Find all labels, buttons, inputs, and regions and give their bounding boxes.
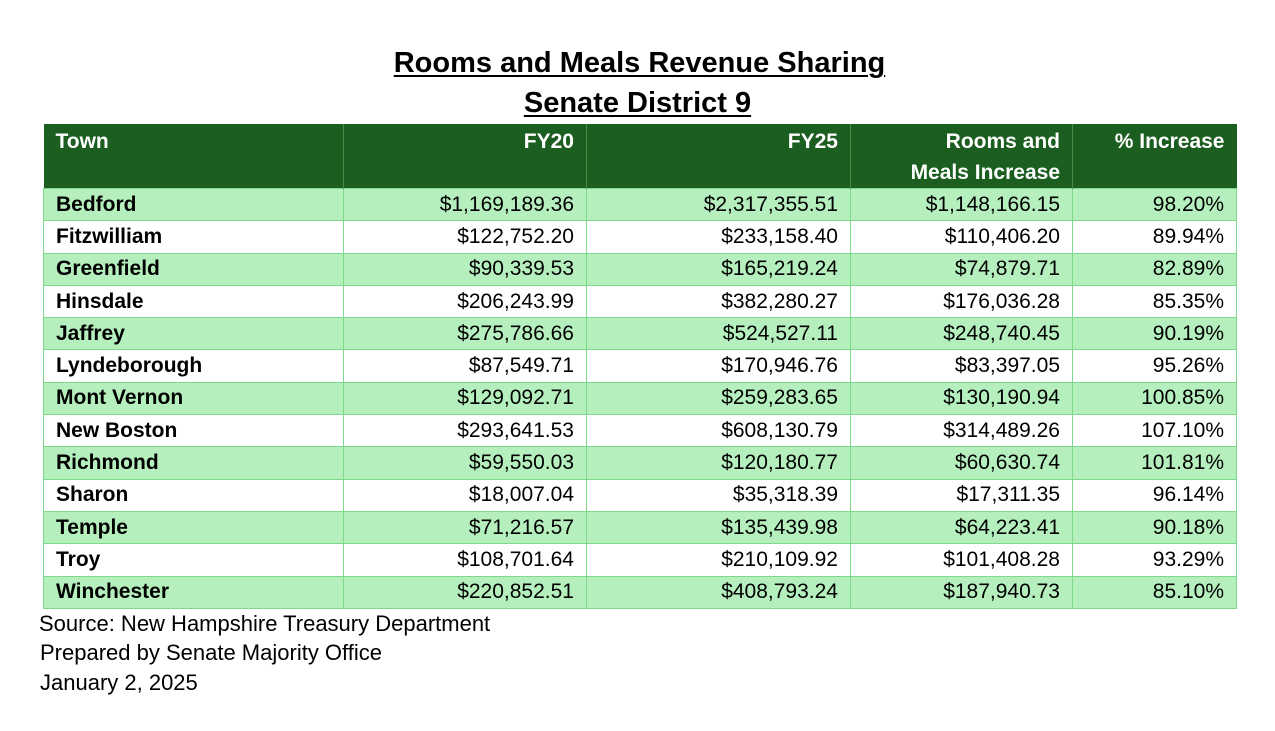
header-increase-line1: Rooms and bbox=[945, 130, 1060, 153]
footer-date: January 2, 2025 bbox=[40, 670, 198, 695]
header-row: Town FY20 FY25 Rooms and Meals Increase … bbox=[43, 124, 1237, 189]
cell-increase: $101,408.28 bbox=[850, 543, 1073, 577]
table-row: Winchester $220,852.51 $408,793.24 $187,… bbox=[43, 575, 1237, 609]
title-line-1: Rooms and Meals Revenue Sharing bbox=[393, 47, 886, 79]
cell-town: Bedford bbox=[43, 187, 344, 222]
table-row: Jaffrey $275,786.66 $524,527.11 $248,740… bbox=[43, 317, 1237, 351]
cell-pct: 100.85% bbox=[1072, 381, 1237, 416]
cell-fy20: $129,092.71 bbox=[343, 381, 587, 416]
footer-prepared-by: Prepared by Senate Majority Office bbox=[40, 640, 382, 665]
cell-town: Fitzwilliam bbox=[43, 220, 344, 254]
cell-town: Troy bbox=[43, 543, 344, 577]
table-row: Temple $71,216.57 $135,439.98 $64,223.41… bbox=[43, 510, 1237, 545]
cell-pct: 93.29% bbox=[1072, 543, 1237, 577]
table-body: Bedford $1,169,189.36 $2,317,355.51 $1,1… bbox=[43, 187, 1237, 609]
cell-pct: 98.20% bbox=[1072, 187, 1237, 222]
cell-fy20: $59,550.03 bbox=[343, 446, 587, 480]
table-header: Town FY20 FY25 Rooms and Meals Increase … bbox=[43, 124, 1237, 189]
cell-fy20: $18,007.04 bbox=[343, 478, 587, 512]
cell-fy25: $233,158.40 bbox=[586, 220, 851, 254]
cell-fy25: $259,283.65 bbox=[586, 381, 851, 416]
cell-increase: $74,879.71 bbox=[850, 252, 1073, 286]
cell-town: New Boston bbox=[43, 414, 344, 448]
cell-increase: $64,223.41 bbox=[850, 510, 1073, 545]
cell-fy20: $108,701.64 bbox=[343, 543, 587, 577]
cell-fy20: $293,641.53 bbox=[343, 414, 587, 448]
table-row: Mont Vernon $129,092.71 $259,283.65 $130… bbox=[43, 381, 1237, 416]
cell-pct: 95.26% bbox=[1072, 349, 1237, 383]
revenue-table: Town FY20 FY25 Rooms and Meals Increase … bbox=[43, 124, 1237, 609]
cell-increase: $1,148,166.15 bbox=[850, 187, 1073, 222]
cell-fy20: $87,549.71 bbox=[343, 349, 587, 383]
table-row: Bedford $1,169,189.36 $2,317,355.51 $1,1… bbox=[43, 187, 1237, 222]
cell-increase: $130,190.94 bbox=[850, 381, 1073, 416]
cell-town: Lyndeborough bbox=[43, 349, 344, 383]
table-row: Fitzwilliam $122,752.20 $233,158.40 $110… bbox=[43, 220, 1237, 254]
cell-fy20: $71,216.57 bbox=[343, 510, 587, 545]
cell-pct: 85.10% bbox=[1072, 575, 1237, 609]
table-row: New Boston $293,641.53 $608,130.79 $314,… bbox=[43, 414, 1237, 448]
cell-fy25: $135,439.98 bbox=[586, 510, 851, 545]
header-pct: % Increase bbox=[1114, 130, 1225, 153]
cell-town: Temple bbox=[43, 510, 344, 545]
cell-increase: $60,630.74 bbox=[850, 446, 1073, 480]
table-row: Richmond $59,550.03 $120,180.77 $60,630.… bbox=[43, 446, 1237, 480]
cell-fy20: $122,752.20 bbox=[343, 220, 587, 254]
header-increase: Rooms and Meals Increase bbox=[850, 124, 1073, 189]
cell-pct: 89.94% bbox=[1072, 220, 1237, 254]
table-row: Lyndeborough $87,549.71 $170,946.76 $83,… bbox=[43, 349, 1237, 383]
footer-source: Source: New Hampshire Treasury Departmen… bbox=[39, 611, 491, 636]
cell-fy20: $90,339.53 bbox=[343, 252, 587, 286]
table-row: Hinsdale $206,243.99 $382,280.27 $176,03… bbox=[43, 284, 1237, 319]
cell-fy20: $1,169,189.36 bbox=[343, 187, 587, 222]
table-row: Greenfield $90,339.53 $165,219.24 $74,87… bbox=[43, 252, 1237, 286]
table-row: Troy $108,701.64 $210,109.92 $101,408.28… bbox=[43, 543, 1237, 577]
cell-increase: $17,311.35 bbox=[850, 478, 1073, 512]
cell-fy25: $35,318.39 bbox=[586, 478, 851, 512]
cell-fy25: $608,130.79 bbox=[586, 414, 851, 448]
table-row: Sharon $18,007.04 $35,318.39 $17,311.35 … bbox=[43, 478, 1237, 512]
title-line-2: Senate District 9 bbox=[523, 87, 752, 119]
cell-increase: $187,940.73 bbox=[850, 575, 1073, 609]
cell-fy25: $210,109.92 bbox=[586, 543, 851, 577]
cell-fy25: $524,527.11 bbox=[586, 317, 851, 351]
header-fy20: FY20 bbox=[343, 124, 587, 189]
cell-fy25: $170,946.76 bbox=[586, 349, 851, 383]
cell-pct: 85.35% bbox=[1072, 284, 1237, 319]
cell-town: Richmond bbox=[43, 446, 344, 480]
cell-fy20: $206,243.99 bbox=[343, 284, 587, 319]
cell-increase: $176,036.28 bbox=[850, 284, 1073, 319]
cell-town: Greenfield bbox=[43, 252, 344, 286]
cell-increase: $248,740.45 bbox=[850, 317, 1073, 351]
header-fy25: FY25 bbox=[586, 124, 851, 189]
cell-pct: 90.19% bbox=[1072, 317, 1237, 351]
cell-fy25: $408,793.24 bbox=[586, 575, 851, 609]
header-town: Town bbox=[43, 124, 344, 189]
cell-increase: $83,397.05 bbox=[850, 349, 1073, 383]
cell-fy20: $275,786.66 bbox=[343, 317, 587, 351]
cell-fy25: $382,280.27 bbox=[586, 284, 851, 319]
cell-fy25: $165,219.24 bbox=[586, 252, 851, 286]
cell-pct: 82.89% bbox=[1072, 252, 1237, 286]
cell-pct: 107.10% bbox=[1072, 414, 1237, 448]
cell-pct: 96.14% bbox=[1072, 478, 1237, 512]
cell-town: Sharon bbox=[43, 478, 344, 512]
cell-town: Winchester bbox=[43, 575, 344, 609]
cell-fy25: $2,317,355.51 bbox=[586, 187, 851, 222]
header-increase-line2: Meals Increase bbox=[910, 161, 1060, 184]
cell-town: Jaffrey bbox=[43, 317, 344, 351]
cell-fy25: $120,180.77 bbox=[586, 446, 851, 480]
cell-increase: $110,406.20 bbox=[850, 220, 1073, 254]
cell-pct: 101.81% bbox=[1072, 446, 1237, 480]
cell-pct: 90.18% bbox=[1072, 510, 1237, 545]
cell-town: Hinsdale bbox=[43, 284, 344, 319]
cell-town: Mont Vernon bbox=[43, 381, 344, 416]
cell-increase: $314,489.26 bbox=[850, 414, 1073, 448]
cell-fy20: $220,852.51 bbox=[343, 575, 587, 609]
